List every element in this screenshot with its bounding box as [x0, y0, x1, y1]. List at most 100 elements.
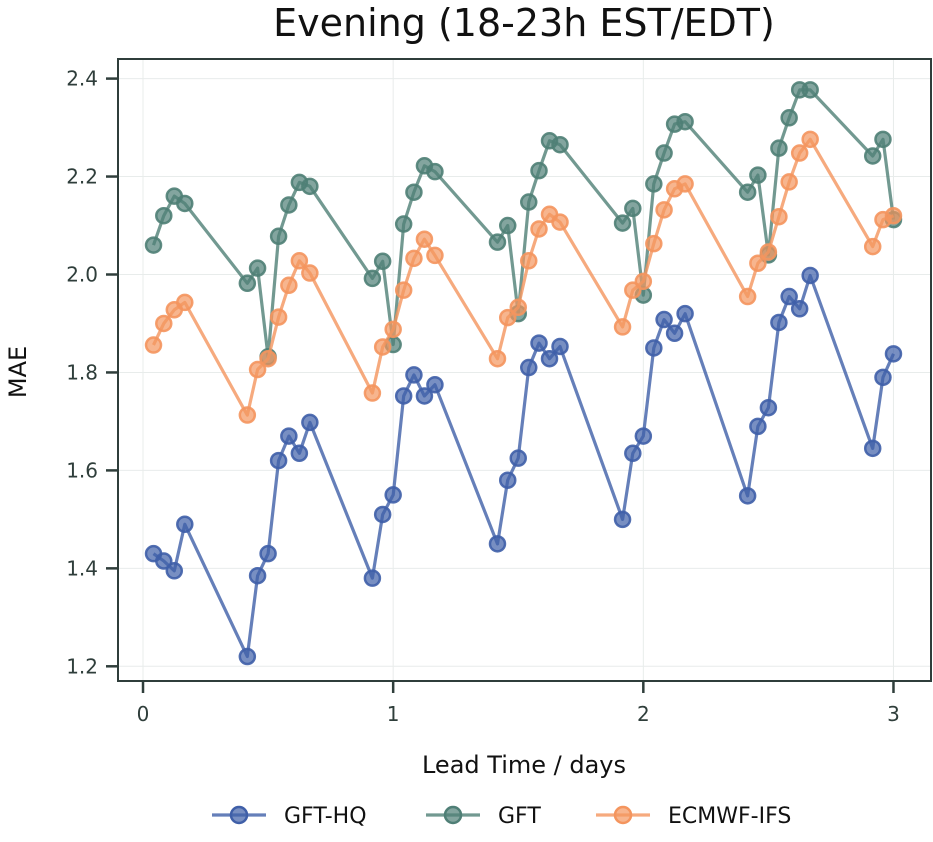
series-1-point-24	[551, 135, 569, 154]
series-0-point-10	[301, 413, 319, 432]
y-axis: 1.2 1.4 1.6 1.8 2.0 2.2 2.4	[66, 67, 118, 678]
y-axis-label: MAE	[4, 346, 32, 398]
series-2-point-38	[801, 130, 819, 149]
y-tick-label-3: 1.8	[66, 360, 98, 384]
series-2-point-32	[738, 287, 757, 306]
series-0-point-38	[801, 266, 819, 285]
legend-marker-0	[229, 805, 249, 825]
series-0-point-7	[269, 451, 288, 470]
series-2-point-7	[269, 308, 288, 326]
series-0-point-5	[248, 566, 267, 585]
series-0-point-23	[540, 349, 559, 368]
series-2-point-10	[301, 264, 319, 282]
series-2-point-18	[488, 349, 507, 368]
series-0-point-22	[530, 334, 548, 352]
series-0-point-1	[155, 552, 173, 570]
series-2-point-4	[238, 406, 257, 424]
legend-entry-1: GFT	[426, 804, 541, 829]
series-0-point-3	[176, 515, 194, 534]
series-1-point-8	[280, 196, 298, 214]
series-2-point-24	[551, 213, 569, 231]
series-2-point-12	[373, 338, 392, 356]
series-0-point-40	[874, 368, 892, 387]
legend-label-1: GFT	[498, 804, 541, 829]
series-2-point-5	[248, 360, 267, 379]
series-1-point-15	[405, 183, 423, 201]
series-2-point-19	[498, 308, 517, 327]
series-1-point-32	[738, 183, 757, 201]
series-2-point-27	[634, 272, 653, 291]
series-0-point-36	[780, 287, 798, 306]
series-2-point-35	[770, 207, 788, 226]
series-1-point-11	[363, 269, 382, 288]
series-2-point-21	[520, 252, 538, 270]
series-2-point-16	[415, 230, 434, 248]
series-1-point-17	[426, 162, 444, 181]
series-0-point-15	[405, 366, 423, 384]
series-2-point-11	[363, 384, 382, 402]
series-0-point-39	[863, 439, 882, 458]
series-1	[144, 81, 903, 366]
series-0-point-19	[498, 471, 517, 489]
y-tick-label-6: 2.4	[66, 67, 98, 91]
series-2-point-8	[280, 276, 298, 295]
series-2-point-13	[384, 320, 402, 339]
series-0-point-12	[373, 505, 392, 524]
series-2-point-34	[759, 243, 778, 261]
series-0-point-24	[551, 337, 569, 356]
plot-area-frame	[117, 58, 932, 682]
series-1-point-21	[520, 193, 538, 211]
legend-marker-2	[613, 805, 633, 825]
series-0-point-2	[165, 562, 184, 580]
series-1-point-35	[770, 139, 788, 157]
x-tick-label-2: 2	[637, 702, 650, 726]
series-1-point-0	[144, 236, 163, 254]
series-0-point-6	[259, 544, 277, 563]
series-0-point-13	[384, 486, 402, 504]
series-2-point-37	[790, 144, 809, 162]
series-2-point-22	[530, 220, 548, 238]
series-2-point-39	[863, 237, 882, 256]
legend-label-2: ECMWF-IFS	[668, 804, 791, 829]
series-0-point-18	[488, 535, 507, 553]
series-0-point-31	[676, 304, 694, 323]
series-1-point-12	[373, 252, 392, 271]
series-2-point-20	[509, 298, 527, 317]
y-tick-label-2: 1.6	[66, 458, 98, 482]
series-1-point-5	[248, 259, 267, 277]
series-0-point-26	[624, 444, 642, 463]
legend-entry-2: ECMWF-IFS	[596, 804, 791, 829]
y-tick-label-5: 2.2	[66, 165, 98, 189]
series-1-point-38	[801, 81, 819, 99]
series-2-point-1	[155, 314, 173, 333]
series-0-point-20	[509, 449, 527, 467]
series-0-point-32	[738, 487, 757, 505]
series-0	[144, 266, 903, 666]
series-0-point-14	[394, 387, 413, 405]
series-0-point-29	[655, 310, 673, 329]
series-1-point-19	[498, 216, 517, 235]
series-0-point-28	[645, 339, 663, 357]
series-1-point-18	[488, 233, 507, 251]
series-2-point-36	[780, 173, 798, 191]
series-0-point-17	[426, 375, 444, 394]
series-0-point-41	[884, 345, 903, 363]
x-tick-label-0: 0	[137, 702, 150, 726]
series-0-point-21	[520, 358, 538, 377]
series-2	[144, 130, 903, 424]
series-0-point-30	[665, 324, 684, 343]
series-0-point-16	[415, 387, 434, 405]
series-2-point-25	[613, 318, 632, 336]
series-1-point-28	[645, 175, 663, 193]
series-0-point-35	[770, 313, 788, 332]
series-1-point-10	[301, 177, 319, 196]
series-1-point-25	[613, 214, 632, 232]
series-1-point-40	[874, 130, 892, 149]
series-2-point-31	[676, 175, 694, 193]
series-1-point-33	[749, 166, 767, 184]
series-0-point-11	[363, 569, 382, 587]
legend-label-0: GFT-HQ	[284, 804, 367, 829]
series-2-point-3	[176, 293, 194, 312]
series-2-point-17	[426, 246, 444, 265]
